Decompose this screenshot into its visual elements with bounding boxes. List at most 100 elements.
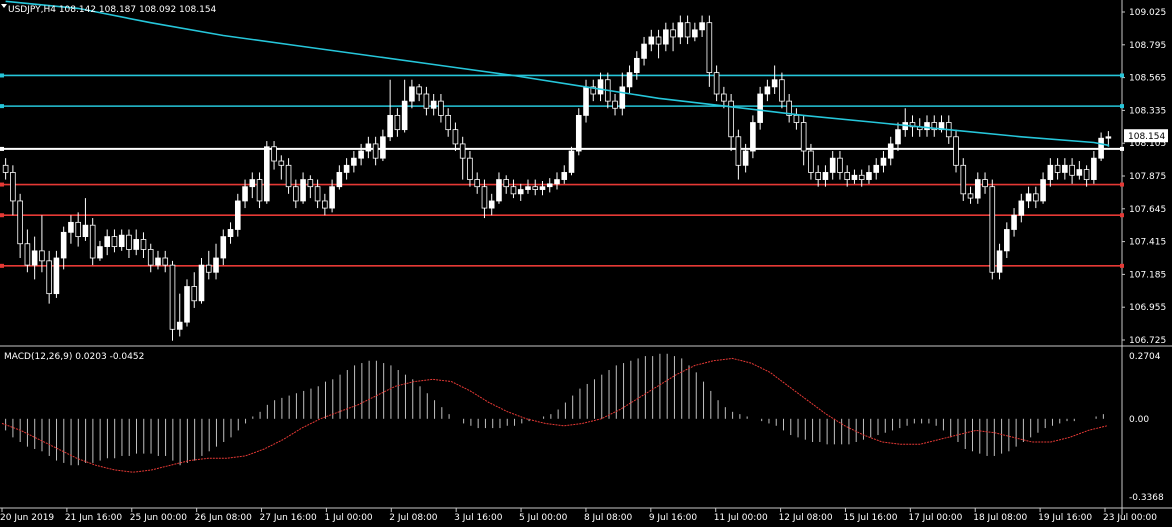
candle[interactable] [517,189,524,195]
candle[interactable] [800,122,807,152]
candle[interactable] [960,164,967,195]
candle[interactable] [60,231,67,259]
level-handle[interactable] [0,213,4,218]
candle[interactable] [343,164,350,173]
candle[interactable] [169,264,176,330]
candle[interactable] [880,157,887,166]
candle[interactable] [191,286,198,302]
candle[interactable] [525,186,531,190]
candle[interactable] [452,129,459,145]
candle[interactable] [53,257,60,295]
candle[interactable] [677,22,684,38]
candle[interactable] [1047,164,1054,180]
candle[interactable] [155,257,161,266]
candle[interactable] [735,136,742,166]
candle[interactable] [728,100,734,138]
candle[interactable] [771,79,778,88]
candle[interactable] [590,86,597,95]
candle[interactable] [118,234,125,247]
level-handle[interactable] [1120,104,1124,109]
level-handle[interactable] [0,182,4,187]
candle[interactable] [416,86,422,95]
candle[interactable] [887,143,894,159]
candle[interactable] [546,183,553,188]
candle[interactable] [786,100,792,116]
candle[interactable] [285,164,292,188]
candle[interactable] [684,22,691,38]
candle[interactable] [264,146,270,202]
candle[interactable] [808,150,814,173]
candle[interactable] [329,186,335,209]
candle[interactable] [220,236,227,259]
candle[interactable] [866,172,872,180]
candle[interactable] [176,321,183,330]
candle[interactable] [401,100,408,131]
candle[interactable] [670,29,676,38]
candle[interactable] [300,179,306,202]
candle[interactable] [184,286,190,323]
candle[interactable] [24,243,31,266]
candle[interactable] [133,239,140,250]
candle[interactable] [721,93,727,102]
candle[interactable] [1105,136,1112,139]
macd-signal-line[interactable] [1,357,1108,473]
candle[interactable] [974,179,981,199]
candle[interactable] [104,236,110,247]
candle[interactable] [967,193,974,199]
candle[interactable] [307,179,314,188]
candle[interactable] [612,100,618,109]
candle[interactable] [561,172,568,180]
candle[interactable] [1004,229,1010,252]
candle[interactable] [89,224,96,259]
candle[interactable] [198,264,205,302]
candle[interactable] [815,172,821,180]
candle[interactable] [293,186,299,202]
candle[interactable] [532,186,539,190]
candle[interactable] [126,234,132,250]
candle[interactable] [757,93,763,123]
candle[interactable] [996,250,1003,273]
candle[interactable] [1011,214,1017,230]
candle[interactable] [575,114,582,152]
candle[interactable] [648,36,655,45]
candle[interactable] [619,86,626,109]
candle[interactable] [31,250,38,266]
candle[interactable] [1098,137,1104,159]
candle[interactable] [597,79,604,95]
candle[interactable] [496,179,502,202]
candle[interactable] [205,264,212,273]
candle[interactable] [844,172,850,180]
candle[interactable] [358,150,364,159]
candle[interactable] [213,257,219,273]
candle[interactable] [242,186,248,202]
level-handle[interactable] [0,146,4,151]
candle[interactable] [692,29,698,38]
candle[interactable] [626,72,633,88]
candle[interactable] [409,86,415,102]
candle[interactable] [539,186,546,190]
candle[interactable] [931,122,938,131]
candle[interactable] [10,172,16,202]
candle[interactable] [256,179,263,202]
moving-average-line[interactable] [5,0,1110,147]
candle[interactable] [278,160,285,166]
candle[interactable] [322,200,328,209]
candle[interactable] [1069,164,1075,176]
candle[interactable] [1025,193,1032,202]
candle[interactable] [314,186,321,202]
candle[interactable] [1018,200,1025,216]
level-handle[interactable] [1120,182,1124,187]
candle[interactable] [467,157,473,180]
macd-panel[interactable]: 0.2704 0.00 -0.3368 [1,352,1164,503]
candle[interactable] [989,186,996,273]
candle[interactable] [750,122,756,152]
candle[interactable] [459,143,466,159]
level-handle[interactable] [0,263,4,268]
level-handle[interactable] [0,73,4,78]
candle[interactable] [75,221,81,238]
candle[interactable] [851,174,858,180]
candle[interactable] [829,157,836,173]
level-handle[interactable] [1120,263,1124,268]
candle[interactable] [1083,169,1090,180]
